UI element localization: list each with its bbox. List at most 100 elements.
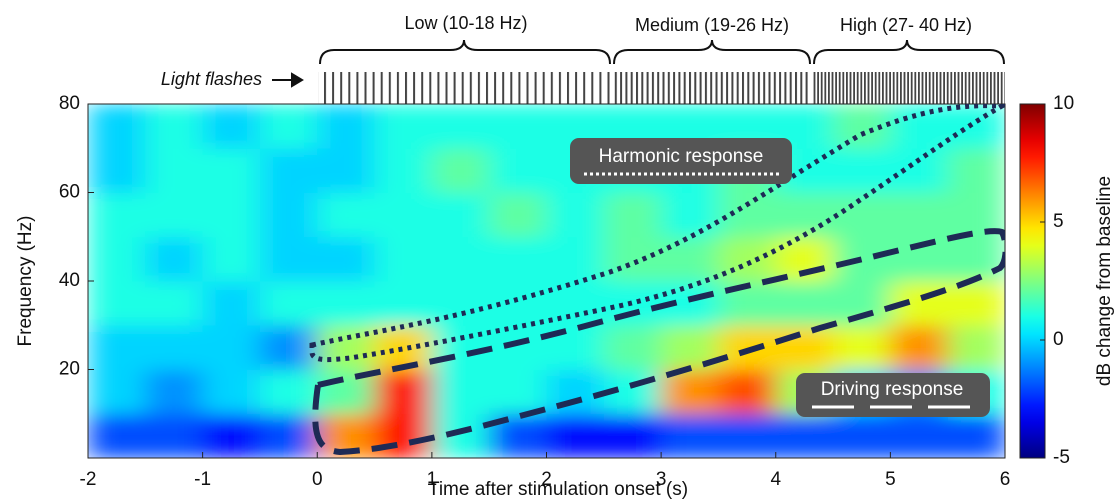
heat-cell [603, 325, 662, 370]
colorbar-tick-label: 10 [1053, 93, 1074, 114]
heat-cell [374, 104, 433, 149]
heat-cell [259, 148, 318, 193]
heat-cell [374, 369, 433, 415]
heat-cell [431, 413, 490, 458]
heat-cell [317, 281, 376, 326]
heat-cell [603, 236, 662, 282]
heat-cell [833, 413, 891, 458]
heat-cell [947, 413, 1005, 458]
heat-cell [317, 104, 376, 149]
heat-cell [775, 192, 834, 238]
y-tick-label: 20 [59, 359, 80, 380]
heat-cell [202, 148, 261, 193]
flash-label: Light flashes [161, 69, 262, 89]
heat-cell [431, 236, 490, 282]
heat-cell [431, 369, 490, 415]
heat-cell [661, 413, 719, 458]
band-label: Medium (19-26 Hz) [635, 15, 789, 35]
heat-cell [718, 236, 777, 282]
x-tick-label: 4 [770, 469, 781, 490]
heat-cell [431, 148, 490, 193]
heat-cell [947, 281, 1005, 326]
heat-cell [775, 325, 834, 370]
x-tick-label: 5 [885, 469, 896, 490]
heat-cell [317, 192, 376, 238]
flash-arrow [272, 72, 304, 88]
x-tick-label: 3 [656, 469, 667, 490]
y-axis-label: Frequency (Hz) [15, 216, 36, 347]
x-tick-label: 6 [1000, 469, 1011, 490]
colorbar-tick-label: 5 [1053, 211, 1064, 232]
heat-cell [833, 281, 891, 326]
heat-cell [259, 192, 318, 238]
heat-cell [145, 148, 204, 193]
heat-cell [489, 104, 547, 149]
heat-cell [489, 369, 547, 415]
heat-cell [890, 148, 949, 193]
heat-cell [661, 192, 719, 238]
heat-cell [947, 236, 1005, 282]
heat-cell [145, 104, 204, 149]
y-tick-label: 80 [59, 93, 80, 114]
band-brackets [319, 39, 1005, 65]
heatmap [88, 104, 1005, 458]
heat-cell [145, 325, 204, 370]
heat-cell [718, 413, 777, 458]
heat-cell [317, 148, 376, 193]
heat-cell [259, 236, 318, 282]
axes: -2 -1 0 1 2 3 4 5 6 20 40 60 80 -5 0 5 10 [59, 93, 1074, 490]
heatmap-cells [88, 104, 1005, 458]
heat-cell [603, 413, 662, 458]
colorbar-tick-label: -5 [1053, 447, 1070, 468]
heat-cell [202, 325, 261, 370]
x-tick-label: -2 [80, 469, 97, 490]
band-label: High (27- 40 Hz) [840, 15, 972, 35]
heat-cell [546, 369, 605, 415]
band-label: Low (10-18 Hz) [404, 13, 527, 33]
colorbar-tick-label: 0 [1053, 329, 1064, 350]
heat-cell [947, 325, 1005, 370]
heat-cell [88, 148, 146, 193]
annotation: Driving response [821, 379, 964, 400]
heat-cell [833, 325, 891, 370]
heat-cell [202, 413, 261, 458]
heat-cell [890, 192, 949, 238]
heat-cell [259, 281, 318, 326]
annotation: Harmonic response [599, 146, 764, 167]
heat-cell [145, 236, 204, 282]
heat-cell [88, 281, 146, 326]
x-tick-label: 0 [312, 469, 323, 490]
heat-cell [661, 236, 719, 282]
heat-cell [202, 369, 261, 415]
heat-cell [775, 281, 834, 326]
heat-cell [88, 369, 146, 415]
heat-cell [489, 192, 547, 238]
heat-cell [145, 413, 204, 458]
heat-cell [202, 104, 261, 149]
heat-cell [259, 369, 318, 415]
y-tick-label: 40 [59, 270, 80, 291]
heat-cell [259, 413, 318, 458]
harmonic-box [570, 138, 792, 184]
heat-cell [374, 413, 433, 458]
heat-cell [374, 236, 433, 282]
heat-cell [718, 325, 777, 370]
heat-cell [833, 104, 891, 149]
heat-cell [890, 413, 949, 458]
heat-cell [145, 369, 204, 415]
heat-cell [374, 192, 433, 238]
heat-cell [88, 104, 146, 149]
x-tick-label: -1 [194, 469, 211, 490]
heat-cell [88, 413, 146, 458]
driving-box [796, 373, 990, 417]
x-tick-label: 2 [541, 469, 552, 490]
heat-cell [317, 236, 376, 282]
heat-cell [88, 192, 146, 238]
heat-cell [890, 325, 949, 370]
heat-cell [202, 281, 261, 326]
y-tick-label: 60 [59, 182, 80, 203]
heat-cell [374, 281, 433, 326]
heat-cell [546, 413, 605, 458]
heat-cell [947, 148, 1005, 193]
